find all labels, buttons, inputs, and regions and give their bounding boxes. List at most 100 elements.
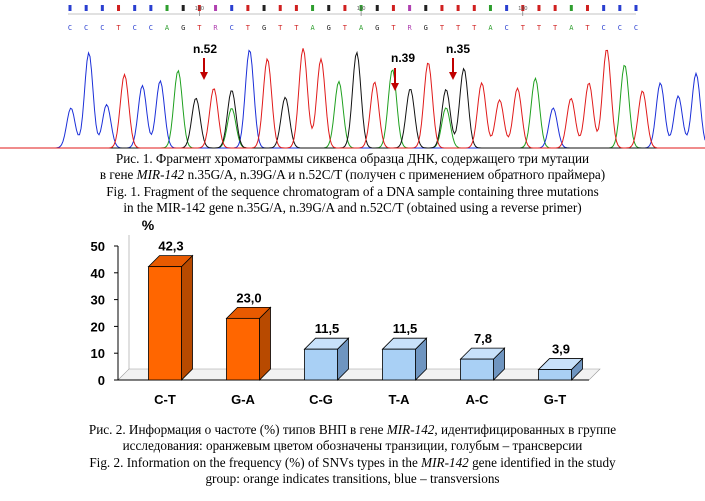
data-label: 23,0 <box>236 290 261 305</box>
bar-side <box>181 254 193 381</box>
caption-en-line2: group: orange indicates transitions, blu… <box>205 471 500 487</box>
x-tick-label: C-T <box>154 392 176 407</box>
base-call-marker <box>408 5 412 11</box>
bar-front <box>304 348 338 381</box>
sequence-base: A <box>359 24 364 32</box>
base-call-marker <box>117 5 121 11</box>
bar-g-t <box>537 357 584 381</box>
y-axis-label: % <box>142 217 155 233</box>
arrowhead-icon <box>449 72 457 80</box>
data-label: 7,8 <box>474 331 492 346</box>
figure1-caption: Рис. 1. Фрагмент хроматограммы сиквенса … <box>0 151 705 217</box>
base-call-marker <box>165 5 169 11</box>
y-tick-label: 30 <box>91 293 105 308</box>
bar-t-a <box>381 337 428 381</box>
base-call-marker <box>311 5 315 11</box>
sequence-base: G <box>424 24 428 32</box>
y-tick-label: 10 <box>91 346 105 361</box>
data-label: 11,5 <box>393 321 418 336</box>
x-tick-label: C-G <box>309 392 333 407</box>
x-tick-label: G-A <box>231 392 255 407</box>
bar-front <box>460 358 494 381</box>
x-tick-label: A-C <box>465 392 489 407</box>
base-call-marker <box>569 5 573 11</box>
y-tick-label: 40 <box>91 266 105 281</box>
base-call-marker <box>585 5 589 11</box>
caption-ru-line2: исследования: оранжевым цветом обозначен… <box>122 438 583 454</box>
bar-c-g <box>303 337 350 381</box>
base-call-marker <box>68 5 72 11</box>
y-tick-label: 50 <box>91 239 105 254</box>
base-call-marker <box>391 5 395 11</box>
base-call-marker <box>456 5 460 11</box>
snv-frequency-bar-chart: % 0 10 20 30 40 50 42,3 C-T 23,0 G-A 11,5 C-G 11,5 T-A… <box>91 217 601 407</box>
arrowhead-icon <box>200 72 208 80</box>
sequence-base: C <box>634 24 638 32</box>
base-call-marker <box>149 5 153 11</box>
sequence-base: A <box>165 24 170 32</box>
sequence-base: C <box>505 24 509 32</box>
base-call-marker <box>197 5 201 11</box>
sequence-base: C <box>230 24 234 32</box>
base-call-marker <box>537 5 541 11</box>
bar-side <box>259 306 271 381</box>
ruler-label: 100 <box>195 6 204 12</box>
bar-front <box>538 369 572 381</box>
position-ruler: 100 110 120 <box>68 6 636 16</box>
base-call-marker <box>505 5 509 11</box>
sequence-base: T <box>521 24 526 32</box>
sequence-base: G <box>181 24 185 32</box>
caption-en-line1: Fig. 2. Information on the frequency (%)… <box>89 454 616 470</box>
data-label: 42,3 <box>158 239 183 254</box>
base-call-marker <box>618 5 622 11</box>
caption-ru-line1: Рис. 2. Информация о частоте (%) типов В… <box>88 422 617 437</box>
base-call-marker <box>424 5 428 11</box>
sequence-base: T <box>456 24 461 32</box>
bar-a-c <box>459 347 506 381</box>
data-label: 11,5 <box>315 321 340 336</box>
y-tick-label: 0 <box>98 373 105 388</box>
base-call-marker <box>327 5 331 11</box>
caption-en-line2: in the MIR-142 gene n.35G/A, n.39G/A and… <box>123 200 582 216</box>
base-call-marker <box>602 5 606 11</box>
base-call-marker <box>488 5 492 11</box>
caption-ru-line2: в гене MIR-142 n.35G/A, n.39G/A и n.52C/… <box>99 167 606 183</box>
sequence-base: A <box>569 24 574 32</box>
mutation-marker-n35: n.35 <box>446 42 470 80</box>
data-label: 3,9 <box>552 342 570 357</box>
bar-c-t <box>147 254 194 381</box>
base-call-marker <box>278 5 282 11</box>
base-call-marker <box>553 5 557 11</box>
sequence-base: T <box>116 24 121 32</box>
sequence-base: C <box>84 24 88 32</box>
caption-ru-line1: Рис. 1. Фрагмент хроматограммы сиквенса … <box>115 151 590 166</box>
base-call-marker <box>521 5 525 11</box>
sequence-base: G <box>375 24 379 32</box>
y-tick-label: 20 <box>91 319 105 334</box>
chromatogram-traces <box>0 48 705 149</box>
base-call-marker <box>246 5 250 11</box>
base-call-marker <box>230 5 234 11</box>
sequence-base: T <box>391 24 396 32</box>
sequence-base: T <box>553 24 558 32</box>
bar-front <box>382 348 416 381</box>
mutation-marker-n52: n.52 <box>193 42 217 80</box>
base-call-marker <box>294 5 298 11</box>
sequence-base: T <box>440 24 445 32</box>
base-call-marker <box>375 5 379 11</box>
sequence-base: R <box>213 24 218 32</box>
trace-t <box>0 48 705 149</box>
sequence-base: T <box>537 24 542 32</box>
mutation-marker-n39: n.39 <box>391 51 415 91</box>
mutation-label: n.39 <box>391 51 415 65</box>
base-call-marker <box>634 5 638 11</box>
arrowhead-icon <box>391 83 399 91</box>
ruler-label: 110 <box>357 6 366 12</box>
sequence-base: T <box>585 24 590 32</box>
sequence-base: T <box>472 24 477 32</box>
trace-g <box>0 50 705 149</box>
sequence-base: T <box>343 24 348 32</box>
sequence-base: C <box>602 24 606 32</box>
sequence-base: T <box>197 24 202 32</box>
